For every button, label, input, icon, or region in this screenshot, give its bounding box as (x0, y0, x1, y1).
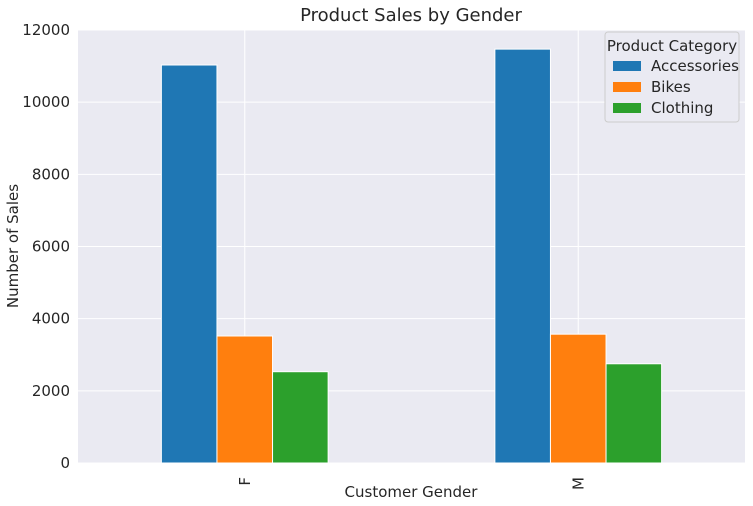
x-axis-label: Customer Gender (345, 483, 479, 501)
x-tick-label: F (236, 477, 254, 486)
legend-swatch-bikes (613, 82, 641, 92)
bar-clothing-m (605, 363, 663, 464)
y-tick-label: 2000 (32, 382, 70, 400)
y-tick-label: 10000 (22, 93, 70, 111)
bars (160, 48, 663, 464)
legend-label-clothing: Clothing (651, 99, 713, 117)
legend-box (604, 31, 740, 123)
y-tick-label: 12000 (22, 21, 70, 39)
legend-label-bikes: Bikes (651, 78, 691, 96)
legend-title: Product Category (607, 37, 737, 55)
y-axis-label: Number of Sales (4, 184, 22, 308)
bar-clothing-f (272, 371, 329, 464)
bar-bikes-f (216, 335, 274, 464)
bar-accessories-f (160, 64, 218, 464)
legend-items: Accessories Bikes Clothing (613, 57, 739, 117)
y-tick-label: 6000 (32, 238, 70, 256)
y-tick-label: 8000 (32, 165, 70, 183)
bar-bikes-m (549, 333, 607, 464)
legend-swatch-accessories (613, 61, 641, 71)
legend-swatch-clothing (613, 103, 641, 113)
y-tick-label: 0 (60, 454, 70, 472)
bar-accessories-m (494, 48, 551, 464)
y-tick-label: 4000 (32, 310, 70, 328)
legend-label-accessories: Accessories (651, 57, 739, 75)
legend: Product Category Accessories Bikes Clothin… (604, 31, 740, 123)
chart-title: Product Sales by Gender (300, 5, 522, 26)
x-tick-label: M (569, 477, 587, 490)
y-axis-ticks: 0 2000 4000 6000 8000 10000 12000 (22, 21, 70, 472)
